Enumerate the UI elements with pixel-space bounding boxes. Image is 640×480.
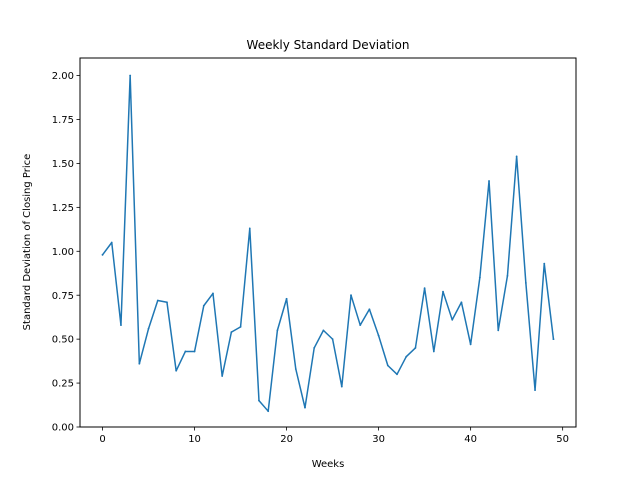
data-point	[175, 369, 178, 372]
data-point	[478, 276, 481, 279]
y-tick-label: 1.75	[52, 115, 74, 126]
y-tick-label: 0.75	[52, 291, 74, 302]
data-point	[138, 362, 141, 365]
data-point	[267, 410, 270, 413]
x-tick-label: 50	[556, 434, 569, 445]
x-axis: 0 10 20 30 40 50	[99, 427, 569, 445]
y-tick-label: 1.25	[52, 203, 74, 214]
data-point	[340, 385, 343, 388]
data-point	[285, 297, 288, 300]
y-axis: 0.00 0.25 0.50 0.75 1.00 1.25 1.50 1.75 2.00	[52, 71, 80, 434]
x-tick-label: 0	[99, 434, 105, 445]
data-point	[497, 329, 500, 332]
data-point	[350, 294, 352, 297]
data-point	[202, 304, 205, 307]
y-tick-label: 1.50	[52, 159, 74, 170]
data-point	[396, 373, 398, 376]
data-point	[184, 350, 187, 353]
data-point	[359, 324, 362, 326]
data-point	[294, 368, 297, 370]
data-point	[322, 329, 325, 332]
data-point	[101, 253, 104, 256]
data-point	[212, 292, 214, 295]
chart-title: Weekly Standard Deviation	[247, 38, 410, 52]
data-point	[506, 274, 509, 277]
x-tick-label: 40	[464, 434, 477, 445]
data-point	[221, 375, 224, 377]
y-tick-label: 0.00	[52, 423, 74, 434]
data-point	[156, 299, 159, 302]
data-point	[488, 180, 490, 182]
data-point	[552, 338, 555, 341]
data-point	[110, 241, 113, 244]
data-point	[423, 287, 426, 290]
axes-frame	[79, 57, 577, 428]
x-tick-label: 20	[280, 434, 293, 445]
data-point	[248, 227, 251, 230]
x-axis-label: Weeks	[312, 459, 345, 470]
data-point	[368, 308, 371, 311]
data-point	[331, 338, 334, 341]
y-tick-label: 1.00	[52, 247, 74, 258]
data-point	[313, 347, 316, 349]
data-point	[432, 350, 435, 353]
data-point	[120, 324, 122, 326]
data-point	[377, 334, 380, 337]
data-point	[129, 74, 132, 77]
x-tick-label: 10	[188, 434, 201, 445]
data-point	[147, 327, 150, 330]
series-line	[101, 74, 555, 412]
data-point	[258, 399, 260, 402]
data-point	[442, 290, 444, 293]
x-tick-label: 30	[372, 434, 385, 445]
y-axis-label: Standard Deviation of Closing Price	[22, 154, 33, 331]
data-point	[405, 355, 408, 358]
data-point	[414, 347, 417, 349]
data-point	[451, 318, 454, 321]
data-point	[460, 301, 463, 304]
data-point	[239, 325, 242, 328]
data-point	[193, 350, 196, 353]
data-point	[524, 282, 527, 284]
data-point	[166, 301, 168, 304]
y-tick-label: 0.50	[52, 335, 74, 346]
y-tick-label: 2.00	[52, 71, 74, 82]
data-point	[276, 329, 279, 332]
data-point	[543, 262, 546, 265]
data-point	[304, 406, 306, 409]
data-point	[534, 389, 536, 391]
y-tick-label: 0.25	[52, 379, 74, 390]
data-point	[230, 331, 233, 334]
data-point	[515, 155, 518, 158]
plot-area	[101, 74, 555, 413]
data-point	[386, 364, 389, 367]
data-point	[469, 343, 472, 346]
